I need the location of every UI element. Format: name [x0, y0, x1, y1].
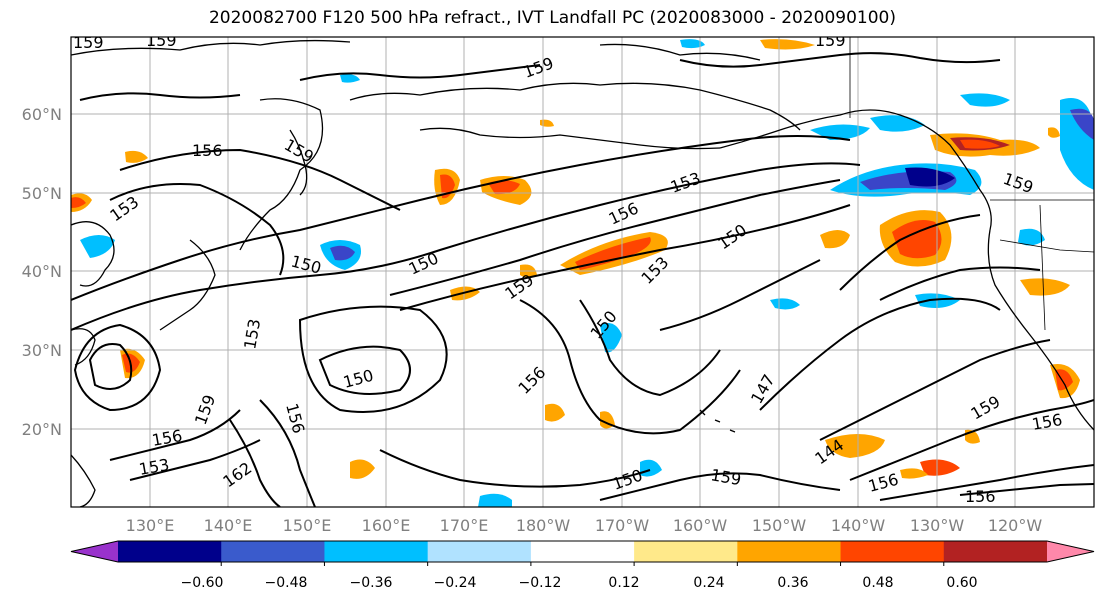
colorbar-extend-low [71, 541, 118, 562]
colorbar-tick-label: −0.48 [265, 575, 308, 591]
colorbar-tick-label: 0.48 [862, 575, 893, 591]
colorbar [70, 540, 1095, 566]
lon-tick-label: 160°E [362, 516, 411, 535]
contour-label: 159 [73, 33, 104, 52]
colorbar-segment [118, 541, 222, 562]
lon-tick-label: 140°E [204, 516, 253, 535]
colorbar-segment [943, 541, 1048, 562]
contour-label: 156 [965, 487, 996, 506]
colorbar-outline [70, 540, 1095, 563]
political-borders [849, 37, 1094, 331]
colorbar-labels: −0.60 −0.48 −0.36 −0.24 −0.12 0.12 0.24 … [181, 575, 978, 591]
colorbar-tick-label: −0.24 [434, 575, 477, 591]
lon-axis: 130°E 140°E 150°E 160°E 170°E 180°W 170°… [126, 516, 1043, 535]
colorbar-segment [221, 541, 325, 562]
colorbar-tick-label: 0.36 [777, 575, 808, 591]
colorbar-tick-label: 0.12 [608, 575, 639, 591]
colorbar-segment [427, 541, 532, 562]
map-frame [70, 36, 1095, 508]
colorbar-tick-label: −0.12 [519, 575, 562, 591]
colorbar-tick-label: 0.24 [693, 575, 724, 591]
colorbar-segment [840, 541, 945, 562]
contour-label: 159 [815, 31, 846, 50]
colorbar-segment [530, 541, 635, 562]
lon-tick-label: 150°W [752, 516, 807, 535]
colorbar-tick-label: 0.60 [946, 575, 977, 591]
lon-tick-label: 150°E [283, 516, 332, 535]
lon-tick-label: 180°W [516, 516, 571, 535]
lon-tick-label: 130°W [910, 516, 965, 535]
lon-tick-label: 170°E [440, 516, 489, 535]
colorbar-tick-label: −0.60 [181, 575, 224, 591]
contour-label: 156 [192, 141, 223, 160]
contour-label: 159 [146, 31, 177, 50]
lon-tick-label: 140°W [831, 516, 886, 535]
colorbar-extend-high [1047, 541, 1094, 562]
lat-axis: 60°N 50°N 40°N 30°N 20°N [22, 105, 62, 439]
lon-tick-label: 160°W [673, 516, 728, 535]
anomaly-shading [71, 39, 1094, 507]
coastlines [71, 39, 1094, 507]
map-title: 2020082700 F120 500 hPa refract., IVT La… [208, 8, 896, 28]
colorbar-tick-label: −0.36 [350, 575, 393, 591]
lat-tick-label: 60°N [22, 105, 62, 124]
colorbar-segment [737, 541, 842, 562]
colorbar-segment [324, 541, 429, 562]
lat-tick-label: 30°N [22, 341, 62, 360]
lat-tick-label: 50°N [22, 184, 62, 203]
lat-tick-label: 20°N [22, 420, 62, 439]
lon-tick-label: 170°W [595, 516, 650, 535]
colorbar-segment [634, 541, 738, 562]
lat-tick-label: 40°N [22, 262, 62, 281]
lon-tick-label: 130°E [126, 516, 175, 535]
height-contours [71, 52, 1094, 507]
lon-tick-label: 120°W [988, 516, 1043, 535]
